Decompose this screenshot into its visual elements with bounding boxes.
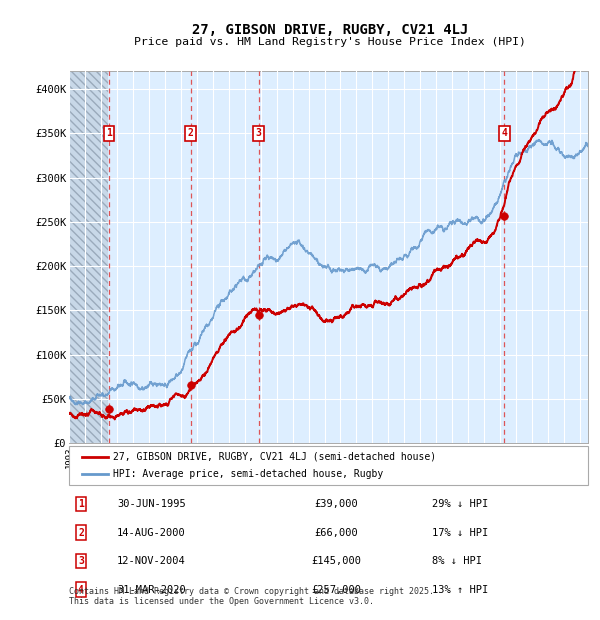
Text: 1: 1 [78,499,84,509]
Text: 29% ↓ HPI: 29% ↓ HPI [432,499,488,509]
Text: 27, GIBSON DRIVE, RUGBY, CV21 4LJ (semi-detached house): 27, GIBSON DRIVE, RUGBY, CV21 4LJ (semi-… [113,452,436,462]
Text: 2: 2 [78,528,84,538]
Text: 12-NOV-2004: 12-NOV-2004 [117,556,186,566]
Text: 3: 3 [78,556,84,566]
Text: 17% ↓ HPI: 17% ↓ HPI [432,528,488,538]
Text: £66,000: £66,000 [314,528,358,538]
Text: £257,000: £257,000 [311,585,361,595]
Bar [69,71,108,443]
Text: 2: 2 [188,128,194,138]
Text: 30-JUN-1995: 30-JUN-1995 [117,499,186,509]
Text: 14-AUG-2000: 14-AUG-2000 [117,528,186,538]
Text: 4: 4 [78,585,84,595]
Text: HPI: Average price, semi-detached house, Rugby: HPI: Average price, semi-detached house,… [113,469,383,479]
Text: 3: 3 [256,128,262,138]
Text: £39,000: £39,000 [314,499,358,509]
Text: 1: 1 [106,128,112,138]
Text: 27, GIBSON DRIVE, RUGBY, CV21 4LJ: 27, GIBSON DRIVE, RUGBY, CV21 4LJ [192,23,468,37]
Text: £145,000: £145,000 [311,556,361,566]
Text: 4: 4 [501,128,507,138]
Text: Price paid vs. HM Land Registry's House Price Index (HPI): Price paid vs. HM Land Registry's House … [134,37,526,47]
Text: 8% ↓ HPI: 8% ↓ HPI [432,556,482,566]
Text: Contains HM Land Registry data © Crown copyright and database right 2025.
This d: Contains HM Land Registry data © Crown c… [69,587,434,606]
Text: 31-MAR-2020: 31-MAR-2020 [117,585,186,595]
Text: 13% ↑ HPI: 13% ↑ HPI [432,585,488,595]
